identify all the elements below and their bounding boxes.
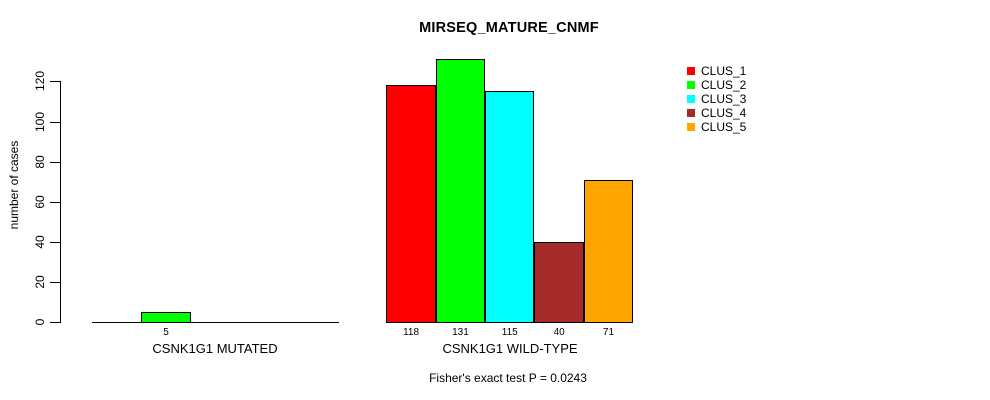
category-label-wildtype: CSNK1G1 WILD-TYPE xyxy=(442,341,578,356)
bar-clus_4 xyxy=(534,242,584,323)
y-axis-tick-label: 100 xyxy=(33,111,47,133)
category-label-mutated: CSNK1G1 MUTATED xyxy=(152,341,278,356)
legend-swatch-clus_1 xyxy=(687,67,695,76)
bar-value-label: 118 xyxy=(403,327,420,338)
legend-item: CLUS_5 xyxy=(687,120,746,134)
bar-value-label: 71 xyxy=(602,327,615,338)
y-axis-tick xyxy=(50,282,60,283)
y-axis-line xyxy=(60,81,61,323)
legend-label: CLUS_5 xyxy=(701,120,747,135)
y-axis-tick-label: 20 xyxy=(33,275,47,289)
bar-value-label: 40 xyxy=(553,327,565,338)
annotation-text: Fisher's exact test P = 0.0243 xyxy=(429,371,587,385)
legend-swatch-clus_2 xyxy=(687,81,695,90)
y-axis-tick-label: 80 xyxy=(33,155,47,169)
legend-item: CLUS_4 xyxy=(687,106,746,120)
y-axis-tick xyxy=(50,81,60,82)
bar-clus_3 xyxy=(485,91,535,323)
legend-swatch-clus_3 xyxy=(687,95,695,104)
legend-label: CLUS_1 xyxy=(701,64,747,79)
y-axis-tick xyxy=(50,162,60,163)
legend-label: CLUS_2 xyxy=(701,78,747,93)
bar-clus_1 xyxy=(386,85,436,323)
bar-clus_5 xyxy=(583,180,634,323)
legend-label: CLUS_4 xyxy=(701,106,747,121)
bar-value-label: 131 xyxy=(452,327,469,338)
legend-item: CLUS_2 xyxy=(687,78,746,92)
bar-value-label: 5 xyxy=(163,327,169,338)
bar-clus_2 xyxy=(141,312,191,323)
y-axis-tick-label: 60 xyxy=(33,195,47,209)
y-axis-tick-label: 40 xyxy=(33,235,47,249)
y-axis-tick xyxy=(50,242,60,243)
legend-item: CLUS_3 xyxy=(687,92,746,106)
bar-clus_2 xyxy=(435,59,486,323)
bar-value-label: 115 xyxy=(501,327,518,338)
y-axis-tick xyxy=(50,202,60,203)
y-axis-tick xyxy=(50,322,60,323)
group-baseline xyxy=(92,322,339,323)
legend-label: CLUS_3 xyxy=(701,92,747,107)
legend-swatch-clus_4 xyxy=(687,109,695,118)
chart-title: MIRSEQ_MATURE_CNMF xyxy=(419,20,599,36)
y-axis-tick xyxy=(50,122,60,123)
y-axis-tick-label: 0 xyxy=(33,318,47,326)
y-axis-label: number of cases xyxy=(7,140,21,230)
legend: CLUS_1 CLUS_2 CLUS_3 CLUS_4 CLUS_5 xyxy=(687,64,746,134)
legend-item: CLUS_1 xyxy=(687,64,746,78)
y-axis-tick-label: 120 xyxy=(33,70,47,92)
legend-swatch-clus_5 xyxy=(687,123,695,132)
